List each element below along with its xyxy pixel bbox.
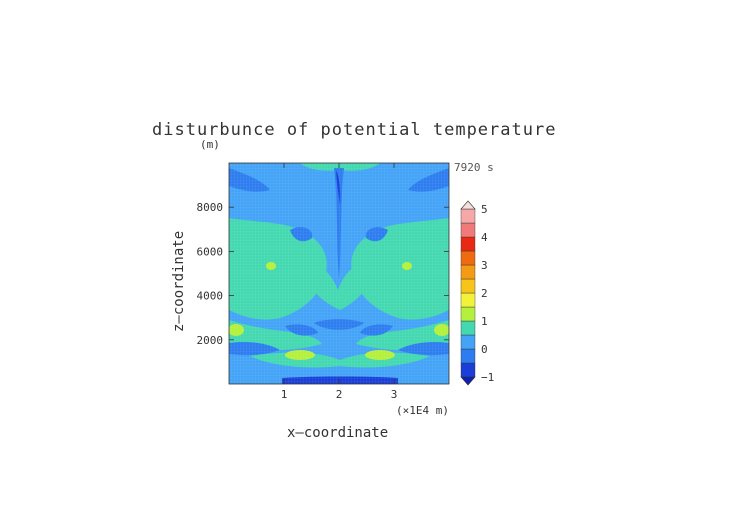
colorbar: 5 4 3 2 1 0 −1 <box>460 200 494 386</box>
x-axis-label: x—coordinate <box>287 425 388 441</box>
colorbar-tick-label: 5 <box>481 203 488 216</box>
colorbar-segment <box>460 320 476 336</box>
y-unit-label: (m) <box>200 138 220 151</box>
time-label: 7920 s <box>454 161 494 174</box>
colorbar-segment <box>460 278 476 294</box>
colorbar-min-triangle <box>460 376 476 386</box>
x-tick-label: 3 <box>391 388 398 401</box>
colorbar-tick-label: −1 <box>481 371 494 384</box>
colorbar-tick-label: 4 <box>481 231 488 244</box>
y-tick-label: 8000 <box>197 201 224 214</box>
y-tick-label: 4000 <box>197 290 224 303</box>
colorbar-max-triangle <box>460 200 476 210</box>
chart-title: disturbunce of potential temperature <box>152 120 556 140</box>
colorbar-tick-label: 1 <box>481 315 488 328</box>
colorbar-segment <box>460 236 476 252</box>
colorbar-segment <box>460 250 476 266</box>
x-tick-label: 2 <box>336 388 343 401</box>
colorbar-segment <box>460 306 476 322</box>
colorbar-segment <box>460 292 476 308</box>
colorbar-segment <box>460 208 476 224</box>
colorbar-segment <box>460 348 476 364</box>
y-tick-label: 2000 <box>197 334 224 347</box>
colorbar-segment <box>460 222 476 238</box>
colorbar-tick-label: 2 <box>481 287 488 300</box>
colorbar-segment <box>460 264 476 280</box>
x-unit-label: (×1E4 m) <box>396 404 449 417</box>
x-tick-label: 1 <box>281 388 288 401</box>
colorbar-tick-label: 0 <box>481 343 488 356</box>
y-axis-label: z—coordinate <box>171 231 187 332</box>
colorbar-segment <box>460 334 476 350</box>
contour-plot-area <box>229 163 449 384</box>
y-tick-label: 6000 <box>197 245 224 258</box>
colorbar-tick-label: 3 <box>481 259 488 272</box>
axes: 1 2 3 2000 4000 6000 8000 <box>197 163 449 401</box>
colorbar-segment <box>460 362 476 378</box>
